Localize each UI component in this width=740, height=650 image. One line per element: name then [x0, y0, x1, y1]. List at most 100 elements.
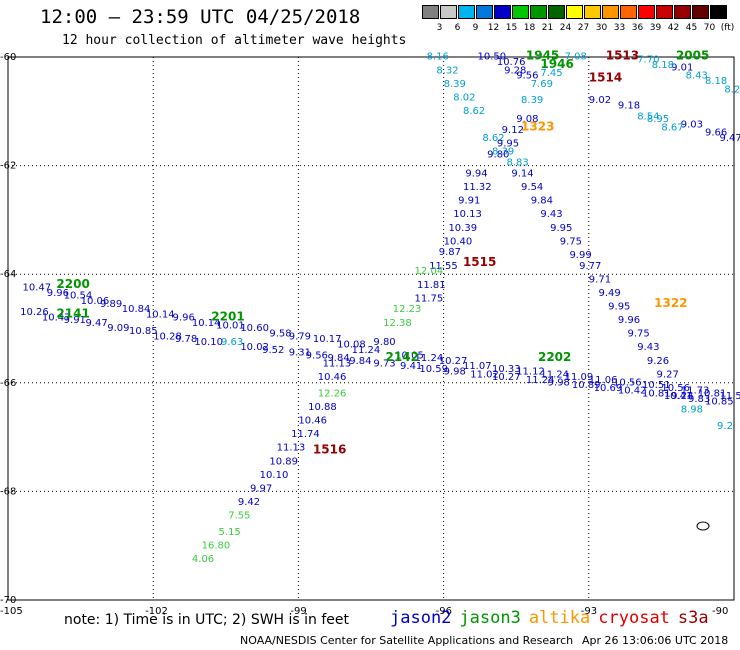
- legend-jason2: jason2: [390, 608, 452, 628]
- scale-label: 27: [577, 23, 590, 33]
- legend-altika: altika: [528, 608, 591, 628]
- wave-height-value: 10.46: [318, 372, 347, 383]
- wave-height-value: 10.39: [448, 223, 477, 234]
- legend-cryosat: cryosat: [598, 608, 670, 628]
- wave-height-value: 9.54: [521, 182, 543, 193]
- pass-time-label: 2141: [56, 307, 89, 321]
- scale-swatch: [440, 5, 457, 19]
- wave-height-value: 9.94: [465, 168, 487, 179]
- wave-height-value: 9.96: [618, 315, 640, 326]
- scale-label: 36: [631, 23, 644, 33]
- wave-height-value: 10.01: [216, 321, 245, 332]
- wave-height-value: 7.70: [637, 54, 659, 65]
- scale-label: 70: [703, 23, 716, 33]
- wave-height-value: 9.83: [688, 394, 710, 405]
- wave-height-value: 8.02: [453, 92, 475, 103]
- wave-height-value: 9.47: [719, 133, 740, 144]
- wave-height-value: 8.43: [686, 71, 708, 82]
- scale-swatch: [584, 5, 601, 19]
- wave-height-value: 11.24: [415, 353, 444, 364]
- wave-height-value: 9.84: [327, 353, 349, 364]
- wave-height-value: 9.63: [221, 337, 243, 348]
- wave-height-value: 5.15: [219, 527, 241, 538]
- scale-label: 45: [685, 23, 698, 33]
- pass-time-label: 2005: [676, 49, 709, 63]
- pass-time-label: 2202: [538, 350, 571, 364]
- wave-height-value: 9.14: [511, 168, 533, 179]
- wave-height-value: 11.02: [470, 369, 499, 380]
- wave-height-value: 9.89: [100, 299, 122, 310]
- wave-height-value: 10.59: [419, 364, 448, 375]
- wave-height-value: 7.55: [228, 511, 250, 522]
- wave-height-value: 7.45: [540, 68, 562, 79]
- wave-height-value: 10.56: [661, 383, 690, 394]
- generated-timestamp: Apr 26 13:06:06 UTC 2018: [582, 634, 729, 647]
- latitude-tick-label: -66: [0, 378, 16, 389]
- wave-height-value: 9.84: [349, 356, 371, 367]
- longitude-tick-label: -90: [712, 606, 728, 617]
- wave-height-value: 9.43: [637, 342, 659, 353]
- wave-height-value: 11.13: [277, 443, 306, 454]
- wave-height-value: 8.83: [507, 158, 529, 169]
- wave-height-value: 9.18: [618, 101, 640, 112]
- wave-height-value: 10.05: [395, 350, 424, 361]
- wave-height-value: 10.42: [618, 386, 647, 397]
- pass-time-label: 1516: [313, 442, 346, 456]
- wave-height-value: 10.14: [192, 318, 221, 329]
- longitude-tick-label: -96: [436, 606, 452, 617]
- pass-time-label: 1514: [589, 70, 622, 84]
- wave-height-value: 10.08: [337, 340, 366, 351]
- wave-height-value: 8.18: [705, 76, 727, 87]
- scale-label: 12: [487, 23, 500, 33]
- wave-height-value: 8.18: [652, 60, 674, 71]
- wave-height-value: 11.73: [681, 386, 710, 397]
- scale-label: 30: [595, 23, 608, 33]
- wave-height-value: 12.26: [318, 388, 347, 399]
- pass-time-label: 1513: [606, 49, 639, 63]
- wave-height-value: 9.56: [306, 350, 328, 361]
- pass-time-label: 1515: [463, 255, 496, 269]
- wave-height-value: 9.96: [47, 288, 69, 299]
- scale-swatch: [692, 5, 709, 19]
- wave-height-value: 9.99: [569, 250, 591, 261]
- wave-height-value: 11.24: [540, 369, 569, 380]
- pass-time-label: 1323: [521, 119, 554, 133]
- wave-height-value: 10.89: [572, 380, 601, 391]
- pass-time-label: 1946: [540, 57, 573, 71]
- scale-label: 24: [559, 23, 572, 33]
- wave-height-value: 8.95: [647, 114, 669, 125]
- wave-height-value: 10.33: [492, 364, 521, 375]
- wave-height-value: 9.98: [548, 378, 570, 389]
- wave-height-value: 8.67: [661, 122, 683, 133]
- wave-height-value: 9.97: [250, 483, 272, 494]
- longitude-tick-label: -99: [290, 606, 306, 617]
- wave-height-value: 10.13: [453, 209, 482, 220]
- wave-height-value: 9.03: [681, 120, 703, 131]
- units-note: note: 1) Time is in UTC; 2) SWH is in fe…: [64, 612, 350, 628]
- wave-height-value: 9.71: [589, 274, 611, 285]
- wave-height-value: 11.24: [352, 345, 381, 356]
- wave-height-value: 9.73: [373, 359, 395, 370]
- wave-height-value: 9.47: [85, 318, 107, 329]
- wave-height-value: 11.24: [526, 375, 555, 386]
- scale-label: (ft): [720, 23, 735, 33]
- wave-height-value: 9.41: [400, 361, 422, 372]
- wave-height-value: 9.84: [531, 196, 553, 207]
- wave-height-value: 10.76: [497, 57, 526, 68]
- scale-label: 15: [505, 23, 518, 33]
- wave-height-value: 11.09: [565, 372, 594, 383]
- wave-height-value: 9.95: [497, 139, 519, 150]
- scale-swatch: [512, 5, 529, 19]
- wave-height-value: 10.88: [308, 402, 337, 413]
- wave-height-value: 10.60: [240, 323, 269, 334]
- scale-swatch: [476, 5, 493, 19]
- scale-swatch: [674, 5, 691, 19]
- wave-height-value: 10.51: [642, 380, 671, 391]
- wave-height-value: 8.62: [463, 106, 485, 117]
- wave-height-value: 10.41: [664, 391, 693, 402]
- wave-height-value: 9.01: [671, 63, 693, 74]
- wave-height-value: 8.98: [681, 405, 703, 416]
- scale-label: 18: [523, 23, 536, 33]
- wave-height-value: 11.5: [719, 391, 740, 402]
- wave-height-value: 9.56: [516, 71, 538, 82]
